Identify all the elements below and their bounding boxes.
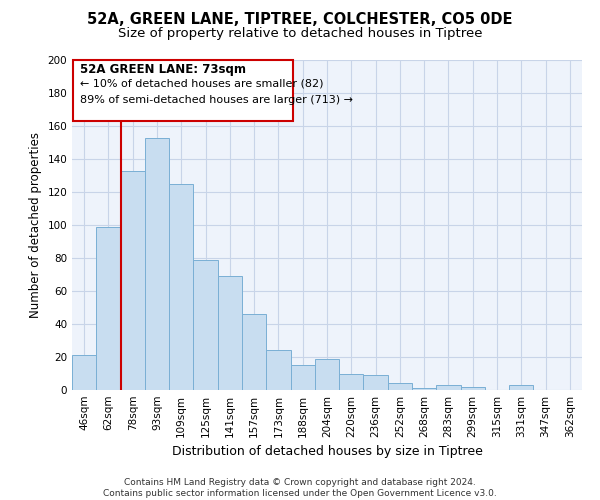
Bar	[509, 385, 533, 390]
Bar	[436, 385, 461, 390]
Bar	[218, 276, 242, 390]
Bar	[96, 226, 121, 390]
Text: Contains HM Land Registry data © Crown copyright and database right 2024.
Contai: Contains HM Land Registry data © Crown c…	[103, 478, 497, 498]
Bar	[364, 375, 388, 390]
Bar	[242, 314, 266, 390]
Bar	[193, 260, 218, 390]
Bar	[412, 388, 436, 390]
Bar	[145, 138, 169, 390]
Bar	[169, 184, 193, 390]
Text: ← 10% of detached houses are smaller (82): ← 10% of detached houses are smaller (82…	[80, 78, 324, 88]
Text: Size of property relative to detached houses in Tiptree: Size of property relative to detached ho…	[118, 28, 482, 40]
FancyBboxPatch shape	[73, 60, 293, 121]
Bar	[388, 384, 412, 390]
Bar	[121, 170, 145, 390]
Bar	[290, 365, 315, 390]
Text: 52A GREEN LANE: 73sqm: 52A GREEN LANE: 73sqm	[80, 64, 247, 76]
Bar	[266, 350, 290, 390]
Text: 52A, GREEN LANE, TIPTREE, COLCHESTER, CO5 0DE: 52A, GREEN LANE, TIPTREE, COLCHESTER, CO…	[87, 12, 513, 28]
Bar	[461, 386, 485, 390]
Bar	[339, 374, 364, 390]
Bar	[315, 358, 339, 390]
Bar	[72, 356, 96, 390]
Text: 89% of semi-detached houses are larger (713) →: 89% of semi-detached houses are larger (…	[80, 94, 353, 104]
X-axis label: Distribution of detached houses by size in Tiptree: Distribution of detached houses by size …	[172, 446, 482, 458]
Y-axis label: Number of detached properties: Number of detached properties	[29, 132, 42, 318]
